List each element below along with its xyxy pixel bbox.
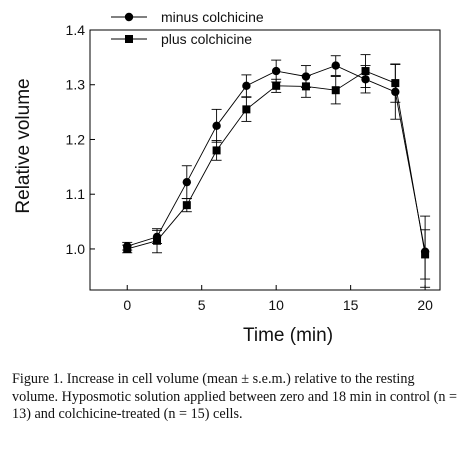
y-tick-label: 1.4 — [66, 22, 86, 38]
data-point — [301, 82, 310, 91]
data-point — [212, 146, 221, 155]
data-point — [242, 81, 251, 91]
x-tick-label: 15 — [343, 297, 359, 313]
series-layer — [122, 54, 431, 288]
x-tick-label: 5 — [198, 297, 206, 313]
y-tick-label: 1.2 — [66, 131, 86, 147]
legend-marker-square — [125, 35, 133, 43]
data-point — [391, 79, 400, 88]
x-tick-label: 10 — [268, 297, 284, 313]
data-point — [271, 66, 281, 76]
data-point — [421, 250, 430, 259]
y-tick-label: 1.3 — [66, 77, 86, 93]
data-point — [153, 236, 162, 245]
plot-frame — [89, 29, 441, 291]
legend-marker-circle — [124, 12, 134, 22]
line-chart: 1.0 1.1 1.2 1.3 1.4 0 5 10 15 20 minus colchicin… — [13, 9, 441, 346]
x-tick-label: 20 — [417, 297, 433, 313]
data-point — [212, 121, 221, 130]
series-line — [127, 65, 426, 252]
x-tick-label: 0 — [123, 297, 131, 313]
x-axis: 0 5 10 15 20 — [123, 285, 433, 313]
data-point — [182, 201, 191, 210]
data-point — [242, 105, 251, 114]
data-point — [272, 81, 281, 90]
series-line — [127, 70, 426, 255]
legend-label: plus colchicine — [161, 31, 252, 47]
legend: minus colchicine plus colchicine — [111, 9, 264, 47]
y-axis-title: Relative volume — [13, 78, 34, 213]
data-point — [361, 67, 370, 76]
y-tick-label: 1.1 — [66, 186, 86, 202]
series-square — [122, 54, 431, 280]
y-tick-label: 1.0 — [66, 241, 86, 257]
data-point — [123, 244, 132, 253]
data-point — [331, 61, 340, 70]
data-point — [182, 177, 192, 187]
x-axis-title: Time (min) — [243, 325, 333, 346]
legend-label: minus colchicine — [161, 9, 264, 25]
data-point — [331, 86, 340, 95]
figure-caption: Figure 1. Increase in cell volume (mean … — [12, 371, 457, 422]
y-axis: 1.0 1.1 1.2 1.3 1.4 — [66, 22, 95, 257]
